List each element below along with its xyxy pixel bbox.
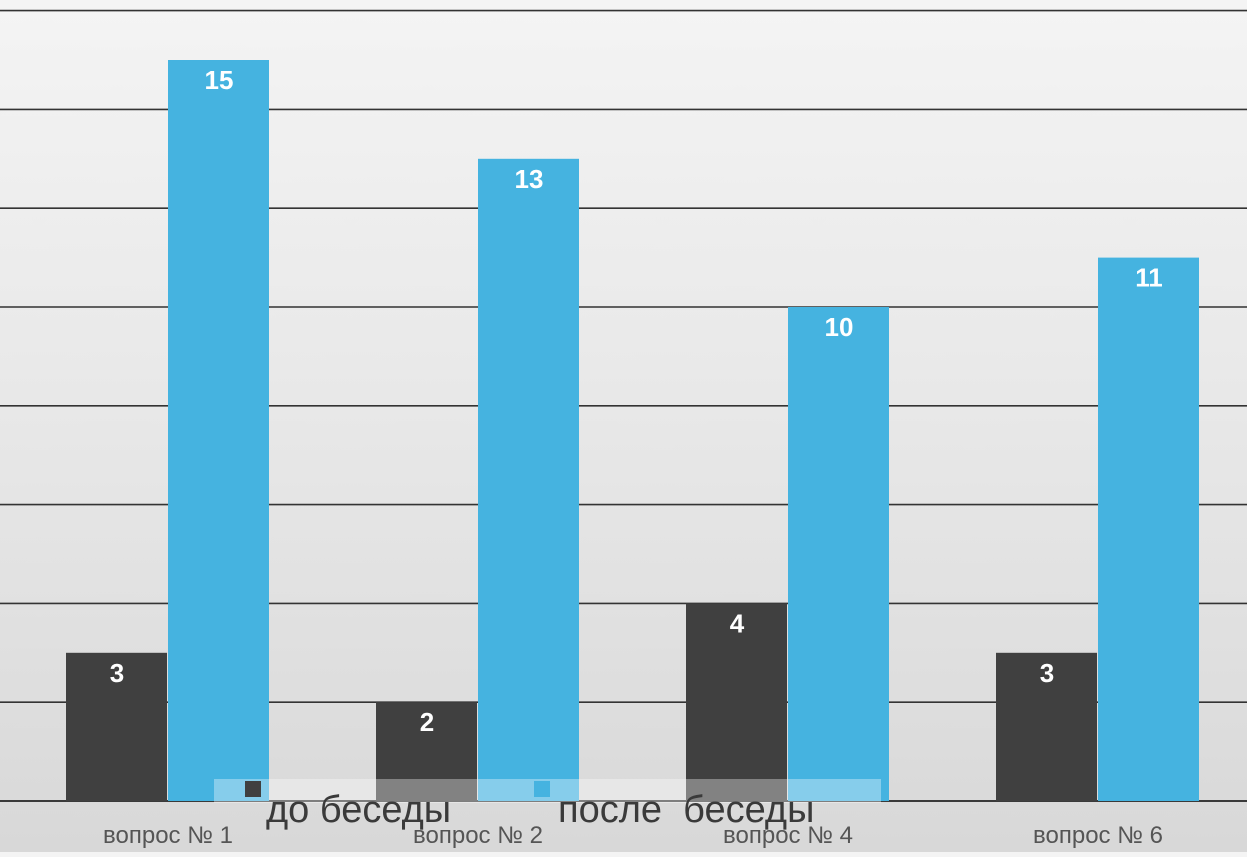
data-label: 3 <box>1040 658 1054 688</box>
data-label: 4 <box>730 608 745 638</box>
bar <box>996 652 1097 801</box>
legend-label: до беседы <box>266 789 451 831</box>
data-label: 3 <box>110 658 124 688</box>
data-labels: 3 15 2 13 4 10 3 11 <box>110 65 1163 737</box>
data-label: 13 <box>515 164 544 194</box>
data-label: 10 <box>825 312 854 342</box>
data-label: 2 <box>420 707 434 737</box>
x-tick-label: вопрос № 2 <box>413 822 543 849</box>
legend-key <box>245 781 261 797</box>
data-label: 11 <box>1135 263 1163 293</box>
legend-label: после беседы <box>558 789 814 831</box>
bar <box>478 158 579 802</box>
legend: до беседы после беседы <box>214 779 881 831</box>
data-label: 15 <box>205 65 234 95</box>
x-tick-label: вопрос № 6 <box>1033 822 1163 849</box>
bar <box>1098 257 1199 802</box>
bar <box>376 702 477 801</box>
bar <box>788 307 889 801</box>
x-tick-label: вопрос № 4 <box>723 822 853 849</box>
bar <box>168 60 269 801</box>
legend-key <box>534 781 550 797</box>
x-tick-label: вопрос № 1 <box>103 822 233 849</box>
bar <box>66 652 167 801</box>
bar-series <box>66 60 1199 802</box>
x-axis-tick-labels: вопрос № 1 вопрос № 2 вопрос № 4 вопрос № 6 <box>103 822 1163 849</box>
bar <box>686 603 787 801</box>
